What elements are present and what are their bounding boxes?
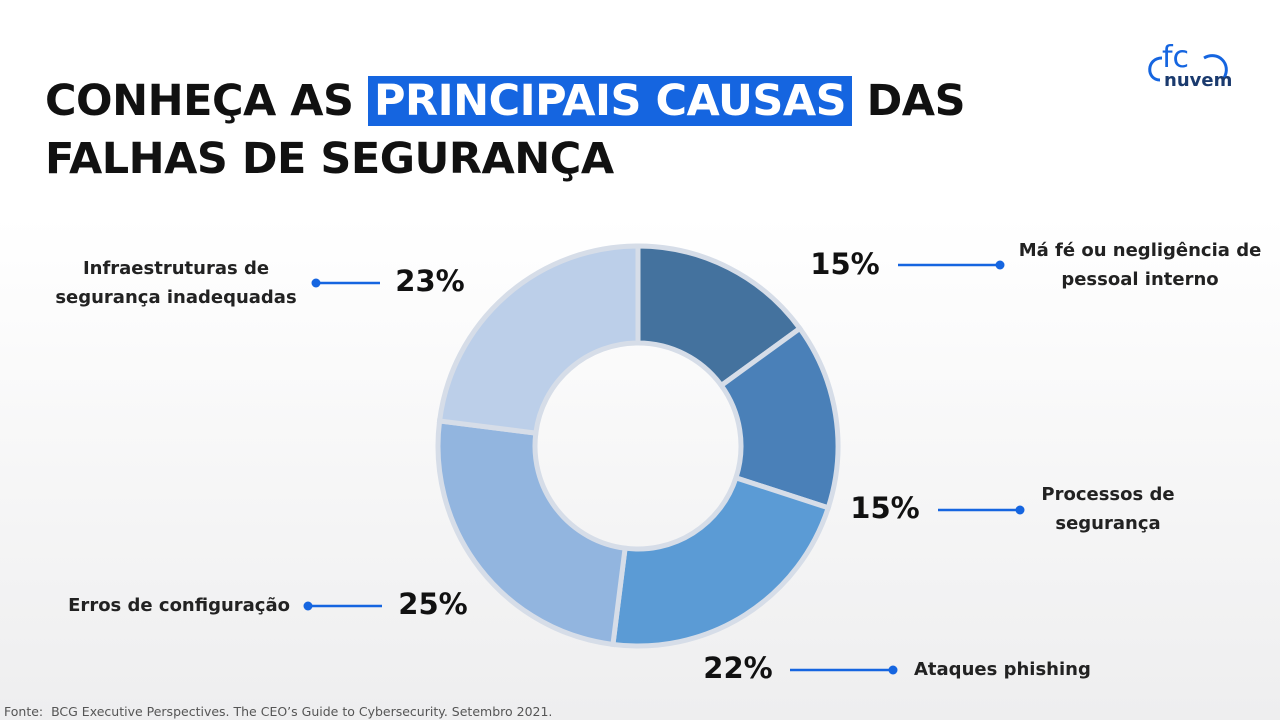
category-label: Processos de segurança xyxy=(1041,484,1175,534)
slice xyxy=(436,243,641,436)
slice xyxy=(610,474,832,649)
value-label: 25% xyxy=(398,587,467,621)
connector-dot xyxy=(1015,505,1025,515)
connector-dot xyxy=(888,665,898,675)
value-label: 23% xyxy=(395,264,464,298)
value-label: 15% xyxy=(810,247,879,281)
category-label: Má fé ou negligência de pessoal interno xyxy=(1018,240,1262,290)
title-part: CONHEÇA AS xyxy=(45,76,354,126)
logo-cloud xyxy=(1148,54,1228,82)
connector-dot xyxy=(303,601,313,611)
title-part: DAS FALHAS DE SEGURANÇA xyxy=(45,76,966,184)
logo-name: nuvem xyxy=(1164,70,1233,91)
logo-mark: fc xyxy=(1162,40,1190,75)
source: Fonte: BCG Executive Perspectives. The C… xyxy=(4,704,553,719)
title: CONHEÇA AS PRINCIPAIS CAUSAS DAS FALHAS … xyxy=(45,72,1145,188)
connector-dot xyxy=(311,278,321,288)
title-highlight: PRINCIPAIS CAUSAS xyxy=(368,76,853,126)
connector-dot xyxy=(995,260,1005,270)
category-label: Infraestruturas de segurança inadequadas xyxy=(55,258,297,308)
category-label: Ataques phishing xyxy=(914,659,1091,680)
slice xyxy=(435,418,628,648)
value-label: 22% xyxy=(703,651,772,685)
value-label: 15% xyxy=(850,491,919,525)
category-label: Erros de configuração xyxy=(68,595,290,616)
